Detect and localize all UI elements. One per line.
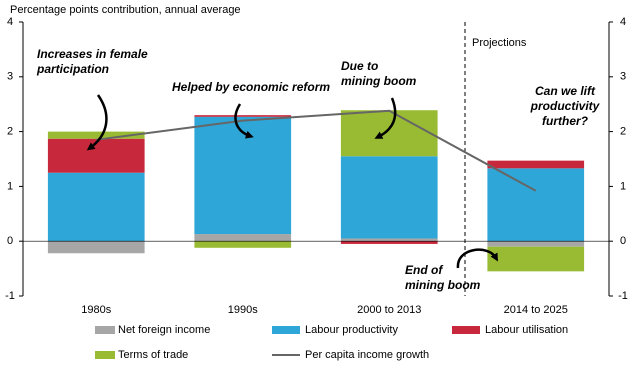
y-tick-label: -1 — [5, 290, 15, 302]
bar-segment — [487, 168, 585, 242]
plot-area: -1 -1 0 0 1 1 2 2 3 3 4 4 1980s 1990s 2000 to 2013 2014… — [5, 16, 628, 316]
line-series — [96, 109, 537, 192]
legend-label: Labour utilisation — [485, 324, 568, 336]
y2-tick-label: -1 — [618, 290, 628, 302]
bar-segment — [340, 110, 438, 157]
bar-segment — [487, 241, 585, 247]
annotation-arrows — [86, 94, 498, 269]
annotation: Due to — [341, 59, 378, 73]
y-tick-label: 4 — [7, 16, 13, 28]
x-tick-label: 1980s — [81, 304, 111, 316]
arrow — [234, 103, 254, 139]
x-tick-label: 2000 to 2013 — [357, 304, 421, 316]
bar-segment — [47, 241, 145, 254]
bar-segment — [194, 234, 292, 242]
y2-tick-label: 1 — [620, 180, 626, 192]
chart-subtitle: Percentage points contribution, annual a… — [10, 4, 241, 16]
bar-segment — [47, 172, 145, 242]
legend-label: Terms of trade — [118, 349, 188, 361]
arrow — [374, 97, 397, 139]
legend-swatch — [452, 326, 480, 334]
legend-swatch — [272, 326, 300, 334]
legend-label: Net foreign income — [118, 324, 210, 336]
annotation: Increases in female — [37, 47, 148, 61]
x-tick-label: 2014 to 2025 — [504, 304, 568, 316]
legend: Net foreign income Labour productivity Lab… — [95, 324, 568, 361]
bar-segment — [487, 246, 585, 272]
y2-tick-label: 3 — [620, 71, 626, 83]
bar-segment — [194, 116, 292, 235]
y-tick-label: 2 — [7, 126, 13, 138]
arrow — [456, 248, 498, 269]
annotation: further? — [542, 114, 589, 128]
annotation: mining boom — [341, 74, 417, 88]
annotation: mining boom — [405, 278, 481, 292]
legend-label: Per capita income growth — [305, 349, 429, 361]
legend-swatch — [95, 351, 115, 359]
annotation: participation — [36, 62, 109, 76]
legend-label: Labour productivity — [305, 324, 398, 336]
x-tick-label: 1990s — [228, 304, 258, 316]
y2-tick-label: 2 — [620, 126, 626, 138]
annotation: productivity — [530, 99, 601, 113]
projection-label: Projections — [472, 37, 527, 49]
annotation: End of — [405, 263, 443, 277]
legend-swatch — [95, 326, 115, 334]
arrow — [86, 94, 108, 151]
bar-segment — [194, 241, 292, 248]
bar-segment — [340, 241, 438, 244]
y2-tick-label: 4 — [620, 16, 626, 28]
annotation: Helped by economic reform — [172, 80, 330, 94]
bar-segment — [340, 238, 438, 242]
annotation: Can we lift — [535, 84, 596, 98]
bar-segment — [47, 131, 145, 139]
bar-segment — [340, 156, 438, 239]
y-tick-label: 3 — [7, 71, 13, 83]
y2-tick-label: 0 — [620, 235, 626, 247]
y-tick-label: 1 — [7, 180, 13, 192]
bar-segment — [194, 115, 292, 117]
y-tick-label: 0 — [7, 235, 13, 247]
bar-segment — [487, 160, 585, 169]
